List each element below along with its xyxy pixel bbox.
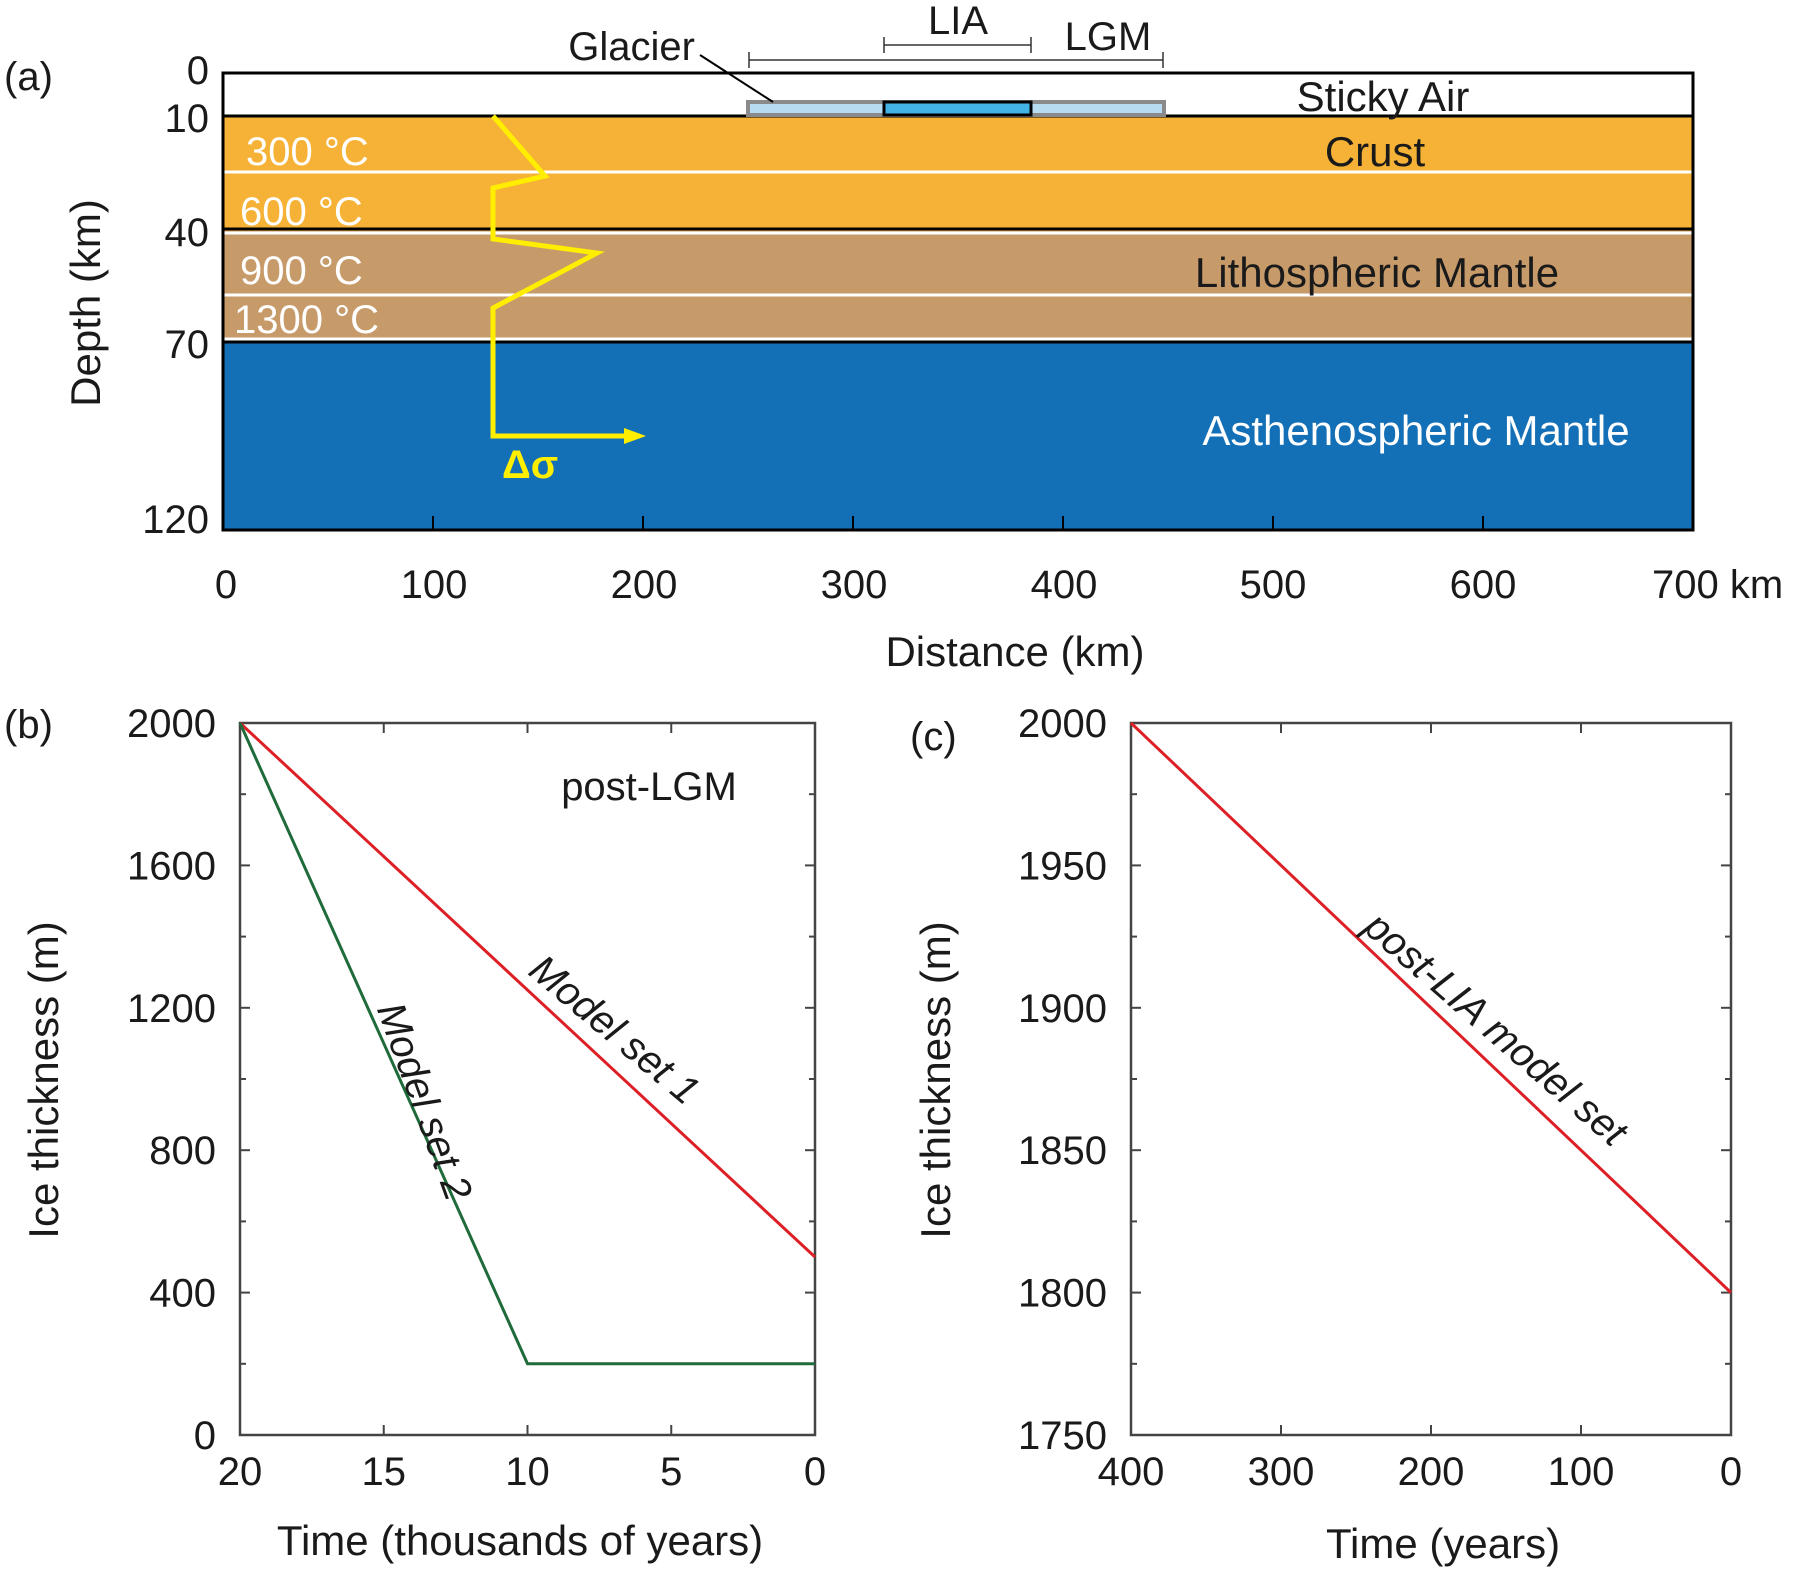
asthenospheric-mantle-layer — [223, 341, 1693, 530]
distance-tick-200: 200 — [611, 563, 678, 607]
panel-b-y-tick-label: 1600 — [127, 844, 216, 888]
panel-b-series — [238, 721, 817, 1366]
distance-tick-300: 300 — [821, 563, 888, 607]
panel-b-x-axis-label: Time (thousands of years) — [277, 1517, 763, 1564]
panel-c-y-tick-label: 1900 — [1018, 987, 1107, 1031]
depth-tick-120: 120 — [142, 498, 209, 542]
panel-c-series-1-line — [1129, 721, 1733, 1294]
temp-label-600: 600 °C — [240, 190, 363, 234]
lithospheric-mantle-label: Lithospheric Mantle — [1195, 249, 1559, 296]
panel-b-y-tick-label: 0 — [194, 1414, 216, 1458]
distance-tick-100: 100 — [401, 563, 468, 607]
sticky-air-label: Sticky Air — [1297, 73, 1470, 120]
panel-c: (c) 1750 1800 1850 1900 1950 2000 400 300 200 100… — [910, 702, 1742, 1567]
asthenospheric-mantle-label: Asthenospheric Mantle — [1202, 407, 1629, 454]
panel-c-ticks: 1750 1800 1850 1900 1950 2000 400 300 200 100 0 — [1018, 702, 1742, 1494]
stress-label: Δσ — [502, 443, 558, 487]
panel-a: (a) LIA LGM Glacier Sticky Air C — [4, 0, 1783, 675]
panel-c-frame — [1129, 721, 1733, 1437]
panel-c-x-tick-label: 0 — [1720, 1450, 1742, 1494]
panel-c-x-tick-label: 400 — [1098, 1450, 1165, 1494]
panel-b-label: (b) — [4, 703, 53, 747]
lia-label: LIA — [928, 0, 988, 43]
depth-tick-70: 70 — [165, 323, 210, 367]
panel-b-x-tick-label: 0 — [804, 1450, 826, 1494]
panel-c-y-tick-label: 2000 — [1018, 702, 1107, 746]
panel-a-label: (a) — [4, 55, 53, 99]
panel-a-x-axis-label: Distance (km) — [885, 628, 1144, 675]
panel-a-frame — [221, 71, 1695, 532]
panel-b-y-tick-label: 800 — [149, 1129, 216, 1173]
temp-label-900: 900 °C — [240, 249, 363, 293]
distance-axis — [222, 516, 1484, 530]
distance-tick-0: 0 — [215, 563, 237, 607]
temp-label-300: 300 °C — [246, 130, 369, 174]
panel-b-x-tick-label: 5 — [660, 1450, 682, 1494]
post-lia-model-set-label: post-LIA model set — [1355, 903, 1637, 1156]
glacier-lia-extent — [882, 100, 1033, 117]
panel-c-series — [1129, 721, 1733, 1294]
panel-c-label: (c) — [910, 715, 957, 759]
depth-tick-0: 0 — [187, 49, 209, 93]
distance-tick-500: 500 — [1240, 563, 1307, 607]
panel-b-x-tick-label: 15 — [362, 1450, 407, 1494]
depth-tick-10: 10 — [165, 97, 210, 141]
temp-label-1300: 1300 °C — [234, 298, 379, 342]
panel-b-x-tick-label: 10 — [505, 1450, 550, 1494]
panel-c-x-tick-label: 200 — [1398, 1450, 1465, 1494]
panel-c-y-tick-label: 1800 — [1018, 1272, 1107, 1316]
panel-c-y-tick-label: 1750 — [1018, 1414, 1107, 1458]
panel-b-frame — [238, 721, 817, 1437]
panel-c-y-axis-label: Ice thickness (m) — [912, 921, 959, 1238]
stress-profile-line — [490, 114, 640, 439]
panel-b-y-tick-label: 1200 — [127, 987, 216, 1031]
panel-c-x-tick-label: 300 — [1248, 1450, 1315, 1494]
glacier-pointer — [699, 54, 774, 103]
panel-b-x-tick-label: 20 — [218, 1450, 263, 1494]
panel-a-y-axis-label: Depth (km) — [62, 199, 109, 407]
model-set-2-label: Model set 2 — [368, 997, 480, 1206]
crust-label: Crust — [1325, 128, 1426, 175]
panel-c-y-tick-label: 1850 — [1018, 1129, 1107, 1173]
lgm-label: LGM — [1065, 15, 1152, 59]
panel-b-y-tick-label: 400 — [149, 1272, 216, 1316]
lithospheric-mantle-layer — [223, 231, 1693, 341]
distance-tick-600: 600 — [1450, 563, 1517, 607]
panel-b-series-2-line — [238, 722, 815, 1366]
distance-tick-700: 700 km — [1652, 563, 1783, 607]
glacier-label: Glacier — [568, 25, 695, 69]
stress-arrow-head — [624, 428, 646, 444]
panel-b: (b) 0 400 800 1200 1600 2000 20 15 10 5 0 post-LGM… — [4, 702, 826, 1564]
panel-b-ticks: 0 400 800 1200 1600 2000 20 15 10 5 0 — [127, 702, 826, 1494]
distance-tick-400: 400 — [1031, 563, 1098, 607]
depth-tick-40: 40 — [165, 211, 210, 255]
post-lgm-annotation: post-LGM — [561, 765, 737, 809]
panel-b-y-axis-label: Ice thickness (m) — [20, 921, 67, 1238]
panel-c-x-axis-label: Time (years) — [1326, 1520, 1560, 1567]
model-set-1-label: Model set 1 — [521, 947, 708, 1114]
panel-b-series-1-line — [238, 721, 817, 1259]
panel-c-y-tick-label: 1950 — [1018, 844, 1107, 888]
panel-b-y-tick-label: 2000 — [127, 702, 216, 746]
panel-c-x-tick-label: 100 — [1548, 1450, 1615, 1494]
